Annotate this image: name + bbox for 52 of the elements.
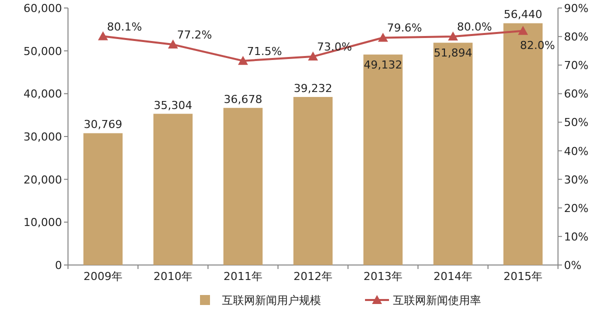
y-tick-label: 40,000 <box>24 88 62 101</box>
x-tick-label: 2012年 <box>294 270 332 283</box>
point <box>168 40 178 49</box>
data-label: 80.1% <box>107 20 142 34</box>
x-tick-label: 2011年 <box>224 270 262 283</box>
point <box>378 32 388 42</box>
y-tick-label: 10,000 <box>24 216 62 230</box>
point <box>518 26 528 35</box>
data-label: 56,440 <box>504 8 542 22</box>
y-tick-label: 30,000 <box>24 130 62 144</box>
bar <box>83 133 123 265</box>
point <box>238 56 248 65</box>
y-tick-label: 60,000 <box>24 2 62 15</box>
data-label: 39,232 <box>294 82 332 95</box>
legend-label: 互联网新闻使用率 <box>393 294 481 307</box>
bar <box>223 108 263 265</box>
bar <box>153 114 193 265</box>
point <box>448 32 458 41</box>
y-tick-label: 0 <box>55 259 62 272</box>
data-label: 36,678 <box>224 92 262 106</box>
data-label: 80.0% <box>457 20 492 34</box>
legend-label: 互联网新闻用户规模 <box>222 294 321 307</box>
y2-tick-label: 50% <box>564 116 588 130</box>
data-label: 35,304 <box>154 98 192 112</box>
x-tick-label: 2013年 <box>364 270 402 283</box>
point <box>98 31 108 40</box>
y2-tick-label: 40% <box>564 144 588 158</box>
y2-tick-label: 70% <box>564 59 588 72</box>
bar <box>293 96 333 265</box>
y2-tick-label: 60% <box>564 88 588 101</box>
data-label: 73.0% <box>317 40 352 54</box>
data-label: 49,132 <box>364 58 402 72</box>
y-tick-label: 50,000 <box>24 44 62 58</box>
bar <box>363 54 403 265</box>
data-label: 77.2% <box>177 28 212 42</box>
y2-tick-label: 10% <box>564 230 588 244</box>
x-tick-label: 2009年 <box>84 270 122 283</box>
y2-tick-label: 80% <box>564 30 588 44</box>
data-label: 51,894 <box>434 46 472 60</box>
point <box>308 52 318 61</box>
y2-tick-label: 20% <box>564 202 588 215</box>
y2-tick-label: 90% <box>564 2 588 15</box>
x-tick-label: 2014年 <box>434 270 472 283</box>
y-tick-label: 20,000 <box>24 173 62 186</box>
data-label: 71.5% <box>247 44 282 58</box>
bar <box>433 42 473 265</box>
y2-tick-label: 0% <box>564 259 582 272</box>
y2-tick-label: 30% <box>564 173 588 186</box>
data-label: 30,769 <box>84 118 122 132</box>
x-tick-label: 2010年 <box>154 270 192 283</box>
data-label: 79.6% <box>387 22 422 35</box>
x-tick-label: 2015年 <box>504 270 542 283</box>
